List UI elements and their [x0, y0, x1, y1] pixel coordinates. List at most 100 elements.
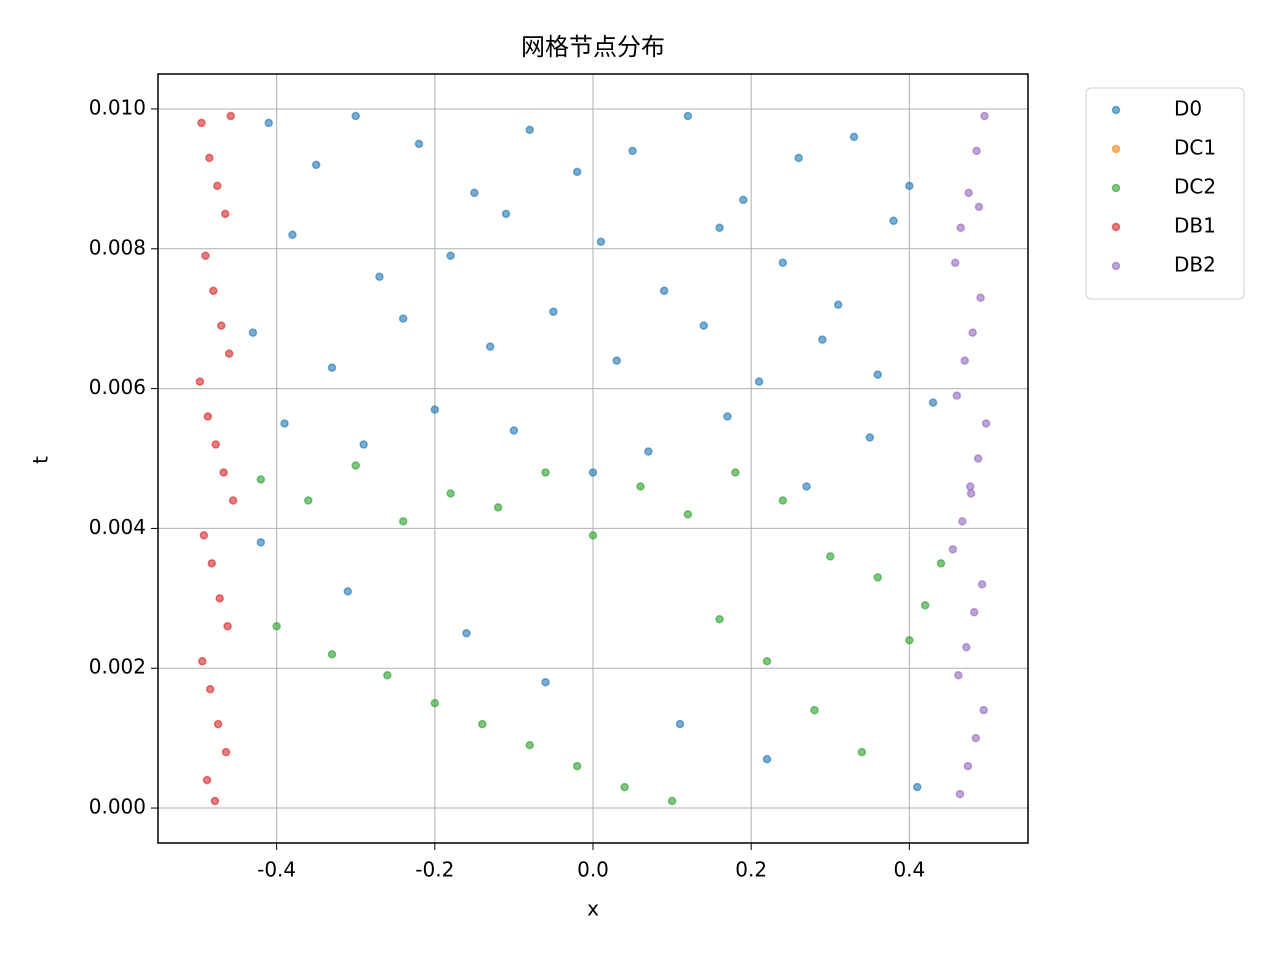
x-axis-label: x	[587, 897, 599, 921]
legend-marker	[1111, 183, 1121, 193]
scatter-point	[956, 223, 966, 233]
scatter-point	[954, 670, 963, 680]
scatter-point	[974, 202, 984, 212]
scatter-point	[375, 272, 384, 281]
scatter-point	[849, 132, 859, 142]
scatter-point	[683, 111, 693, 121]
legend-label: D0	[1174, 97, 1202, 121]
scatter-point	[981, 419, 991, 428]
scatter-point	[264, 118, 273, 128]
scatter-point	[351, 461, 360, 470]
scatter-point	[398, 517, 408, 526]
scatter-point	[980, 111, 989, 121]
scatter-point	[213, 181, 222, 191]
scatter-point	[351, 111, 360, 121]
legend-label: DB2	[1174, 253, 1216, 277]
scatter-point	[223, 622, 232, 631]
scatter-point	[485, 342, 495, 351]
scatter-point	[620, 782, 629, 792]
scatter-point	[958, 517, 967, 526]
scatter-point	[905, 636, 914, 645]
x-tick-label: -0.4	[257, 858, 296, 882]
scatter-point	[280, 419, 289, 428]
scatter-point	[715, 615, 724, 624]
scatter-point	[723, 412, 732, 421]
scatter-point	[699, 321, 708, 330]
scatter-point	[199, 531, 209, 540]
scatter-point	[588, 531, 598, 540]
legend-marker	[1111, 144, 1121, 154]
scatter-point	[226, 111, 236, 121]
scatter-point	[636, 482, 645, 491]
scatter-point	[683, 510, 693, 519]
scatter-point	[667, 796, 677, 806]
scatter-point	[430, 405, 440, 414]
legend-label: DC1	[1174, 136, 1216, 160]
scatter-point	[572, 761, 582, 771]
scatter-point	[966, 482, 975, 491]
legend-marker	[1111, 222, 1121, 232]
scatter-point	[195, 377, 205, 386]
x-tick-label: 0.4	[893, 858, 925, 882]
scatter-point	[976, 293, 985, 302]
legend-marker	[1111, 105, 1121, 115]
scatter-point	[762, 656, 772, 666]
scatter-point	[950, 258, 960, 268]
scatter-point	[936, 559, 946, 568]
scatter-point	[873, 573, 882, 582]
scatter-point	[928, 398, 938, 407]
scatter-point	[612, 356, 621, 365]
scatter-point	[659, 286, 669, 295]
scatter-point	[628, 146, 637, 156]
scatter-point	[430, 698, 440, 708]
scatter-point	[960, 356, 969, 365]
scatter-point	[525, 125, 534, 135]
scatter-point	[478, 719, 487, 729]
y-axis-label: t	[29, 456, 53, 464]
scatter-point	[969, 608, 979, 617]
scatter-point	[913, 782, 922, 792]
scatter-point	[224, 349, 234, 358]
scatter-point	[205, 684, 215, 694]
scatter-point	[209, 286, 218, 295]
scatter-point	[221, 747, 231, 757]
scatter-point	[446, 251, 455, 261]
scatter-point	[215, 594, 224, 603]
scatter-point	[873, 370, 882, 379]
scatter-point	[952, 391, 962, 400]
scatter-point	[826, 552, 835, 561]
scatter-point	[509, 426, 519, 435]
scatter-point	[207, 559, 217, 568]
scatter-point	[414, 139, 424, 149]
scatter-point	[762, 754, 772, 764]
scatter-point	[256, 475, 266, 484]
scatter-point	[731, 468, 740, 477]
scatter-point	[857, 747, 867, 757]
scatter-point	[889, 216, 898, 226]
scatter-point	[971, 733, 981, 743]
scatter-point	[202, 775, 212, 785]
scatter-point	[818, 335, 827, 344]
scatter-point	[920, 601, 930, 610]
chart-title: 网格节点分布	[521, 33, 665, 61]
scatter-point	[501, 209, 511, 219]
scatter-point	[288, 230, 297, 240]
scatter-point	[198, 656, 207, 666]
scatter-point	[588, 468, 598, 477]
plot-frame	[157, 73, 1029, 844]
scatter-point	[754, 377, 764, 386]
scatter-point	[572, 167, 582, 177]
scatter-point	[962, 643, 971, 652]
scatter-point	[715, 223, 724, 233]
scatter-point	[213, 719, 223, 729]
legend-box	[1085, 87, 1245, 300]
scatter-point	[963, 761, 973, 771]
y-tick-label: 0.004	[89, 515, 146, 539]
scatter-point	[833, 300, 843, 309]
scatter-point	[210, 796, 220, 806]
y-tick-label: 0.006	[89, 375, 146, 399]
scatter-point	[794, 153, 803, 163]
scatter-point	[248, 328, 258, 337]
legend-marker	[1111, 261, 1121, 271]
scatter-point	[217, 321, 226, 330]
